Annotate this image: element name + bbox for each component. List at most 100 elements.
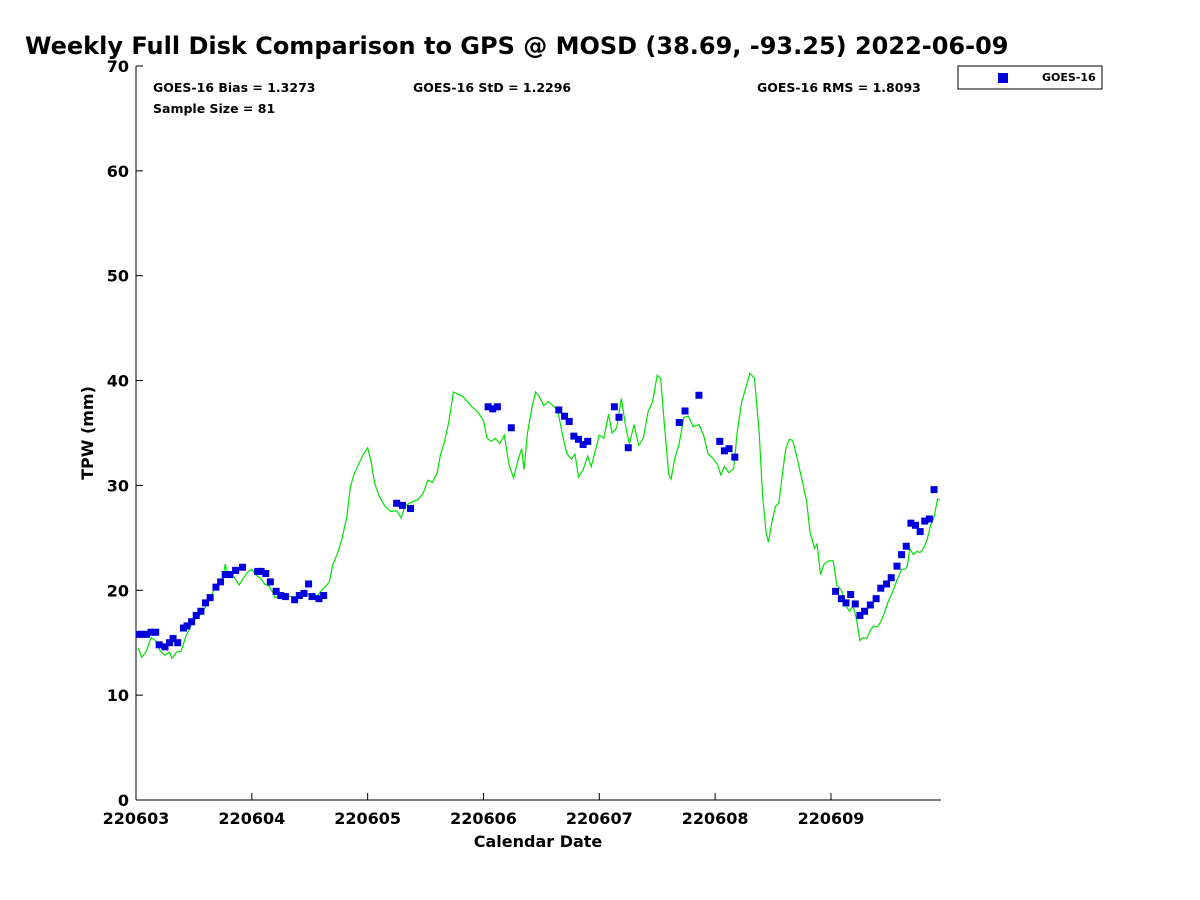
data-point-goes16 — [201, 599, 209, 607]
data-point-goes16 — [675, 419, 683, 427]
data-point-goes16 — [866, 601, 874, 609]
legend-box — [957, 65, 1103, 90]
stat-rms: GOES-16 RMS = 1.8093 — [757, 80, 921, 95]
data-point-goes16 — [232, 566, 240, 574]
data-point-goes16 — [615, 413, 623, 421]
data-point-goes16 — [856, 611, 864, 619]
data-point-goes16 — [226, 571, 234, 579]
data-point-goes16 — [212, 583, 220, 591]
data-point-goes16 — [877, 584, 885, 592]
data-point-goes16 — [579, 441, 587, 449]
stat-sample-size: Sample Size = 81 — [153, 101, 275, 116]
data-point-goes16 — [872, 595, 880, 603]
data-point-goes16 — [152, 628, 160, 636]
data-point-goes16 — [887, 574, 895, 582]
data-point-goes16 — [398, 501, 406, 509]
data-point-goes16 — [898, 551, 906, 559]
stat-bias: GOES-16 Bias = 1.3273 — [153, 80, 315, 95]
x-tick-label: 220608 — [682, 809, 749, 828]
data-point-goes16 — [155, 641, 163, 649]
x-axis-ticks: 220603 220604 220605 220606 220607 220608 2206… — [103, 793, 865, 828]
x-axis-label: Calendar Date — [474, 832, 603, 851]
y-tick-label: 20 — [107, 581, 129, 600]
data-point-goes16 — [291, 596, 299, 604]
y-tick-label: 60 — [107, 162, 129, 181]
data-point-goes16 — [221, 571, 229, 579]
data-point-goes16 — [861, 607, 869, 615]
plot-area: 0 10 20 30 40 50 60 70 220603 220604 220605 220606… — [103, 57, 941, 828]
data-point-goes16 — [916, 528, 924, 536]
data-point-goes16 — [262, 570, 270, 578]
x-tick-label: 220605 — [334, 809, 401, 828]
data-point-goes16 — [925, 515, 933, 523]
data-point-goes16 — [484, 403, 492, 411]
data-point-goes16 — [695, 391, 703, 399]
data-point-goes16 — [493, 403, 501, 411]
data-point-goes16 — [166, 639, 174, 647]
data-point-goes16 — [624, 444, 632, 452]
data-point-goes16 — [407, 504, 415, 512]
data-point-goes16 — [847, 590, 855, 598]
data-point-goes16 — [893, 562, 901, 570]
data-point-goes16 — [681, 407, 689, 415]
data-point-goes16 — [851, 600, 859, 608]
data-point-goes16 — [731, 453, 739, 461]
y-tick-label: 30 — [107, 476, 129, 495]
data-point-goes16 — [921, 517, 929, 525]
data-point-goes16 — [257, 567, 265, 575]
y-axis-ticks: 0 10 20 30 40 50 60 70 — [107, 57, 143, 810]
chart-title: Weekly Full Disk Comparison to GPS @ MOS… — [25, 32, 1008, 60]
data-point-goes16 — [610, 403, 618, 411]
data-point-goes16 — [907, 519, 915, 527]
data-point-goes16 — [507, 424, 515, 432]
y-axis-label: TPW (mm) — [78, 386, 97, 480]
data-point-goes16 — [183, 622, 191, 630]
data-point-goes16 — [930, 486, 938, 494]
series-line-gps — [137, 371, 941, 660]
y-tick-label: 0 — [118, 791, 129, 810]
data-point-goes16 — [206, 594, 214, 602]
data-point-goes16 — [725, 445, 733, 453]
data-point-goes16 — [169, 635, 177, 643]
data-point-goes16 — [281, 593, 289, 601]
data-point-goes16 — [837, 595, 845, 603]
data-point-goes16 — [277, 592, 285, 600]
data-point-goes16 — [300, 589, 308, 597]
data-point-goes16 — [489, 405, 497, 413]
x-tick-label: 220609 — [798, 809, 865, 828]
data-point-goes16 — [842, 599, 850, 607]
data-point-goes16 — [142, 630, 150, 638]
data-point-goes16 — [197, 607, 205, 615]
data-point-goes16 — [217, 578, 225, 586]
y-tick-label: 10 — [107, 686, 129, 705]
data-point-goes16 — [239, 563, 247, 571]
x-tick-label: 220606 — [450, 809, 517, 828]
data-point-goes16 — [716, 437, 724, 445]
legend-label-goes16: GOES-16 — [1042, 71, 1096, 84]
data-point-goes16 — [570, 432, 578, 440]
x-tick-label: 220603 — [103, 809, 170, 828]
y-tick-label: 40 — [107, 372, 129, 391]
y-tick-label: 70 — [107, 57, 129, 76]
data-point-goes16 — [308, 593, 316, 601]
data-point-goes16 — [912, 521, 920, 529]
data-point-goes16 — [147, 628, 155, 636]
x-tick-label: 220607 — [566, 809, 633, 828]
data-point-goes16 — [902, 542, 910, 550]
data-point-goes16 — [266, 578, 274, 586]
data-point-goes16 — [315, 595, 323, 603]
legend-marker-square — [998, 73, 1008, 83]
data-point-goes16 — [720, 447, 728, 455]
data-point-goes16 — [272, 587, 280, 595]
data-point-goes16 — [320, 592, 328, 600]
series-points — [135, 391, 938, 651]
stat-std: GOES-16 StD = 1.2296 — [413, 80, 571, 95]
legend: GOES-16 — [957, 65, 1103, 90]
data-point-goes16 — [832, 587, 840, 595]
data-point-goes16 — [295, 592, 303, 600]
data-point-goes16 — [584, 437, 592, 445]
data-point-goes16 — [393, 499, 401, 507]
data-point-goes16 — [561, 412, 569, 420]
series-lines — [137, 371, 941, 660]
